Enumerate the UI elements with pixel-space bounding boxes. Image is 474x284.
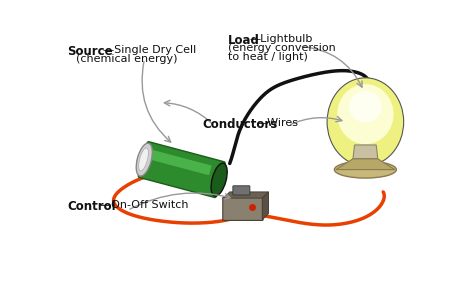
Text: Source: Source xyxy=(67,45,113,58)
FancyBboxPatch shape xyxy=(138,142,225,197)
Text: to heat / light): to heat / light) xyxy=(228,52,308,62)
Text: (chemical energy): (chemical energy) xyxy=(76,54,178,64)
Ellipse shape xyxy=(139,148,148,171)
Text: Conductors: Conductors xyxy=(202,118,278,131)
Ellipse shape xyxy=(136,143,152,176)
FancyBboxPatch shape xyxy=(148,149,211,175)
FancyBboxPatch shape xyxy=(223,197,263,220)
Ellipse shape xyxy=(337,84,393,144)
Text: —Lightbulb: —Lightbulb xyxy=(249,34,312,44)
Polygon shape xyxy=(262,192,268,220)
Text: —Wires: —Wires xyxy=(257,118,299,128)
Ellipse shape xyxy=(211,163,227,196)
FancyBboxPatch shape xyxy=(233,186,250,195)
Text: Load: Load xyxy=(228,34,260,47)
Ellipse shape xyxy=(349,90,382,122)
Ellipse shape xyxy=(327,78,404,166)
Polygon shape xyxy=(224,192,268,198)
Polygon shape xyxy=(336,159,395,170)
Text: —On-Off Switch: —On-Off Switch xyxy=(100,201,188,210)
Text: —Single Dry Cell: —Single Dry Cell xyxy=(103,45,197,55)
Text: (energy conversion: (energy conversion xyxy=(228,43,336,53)
Polygon shape xyxy=(353,145,378,159)
Ellipse shape xyxy=(334,161,396,178)
Text: Control: Control xyxy=(67,201,116,213)
